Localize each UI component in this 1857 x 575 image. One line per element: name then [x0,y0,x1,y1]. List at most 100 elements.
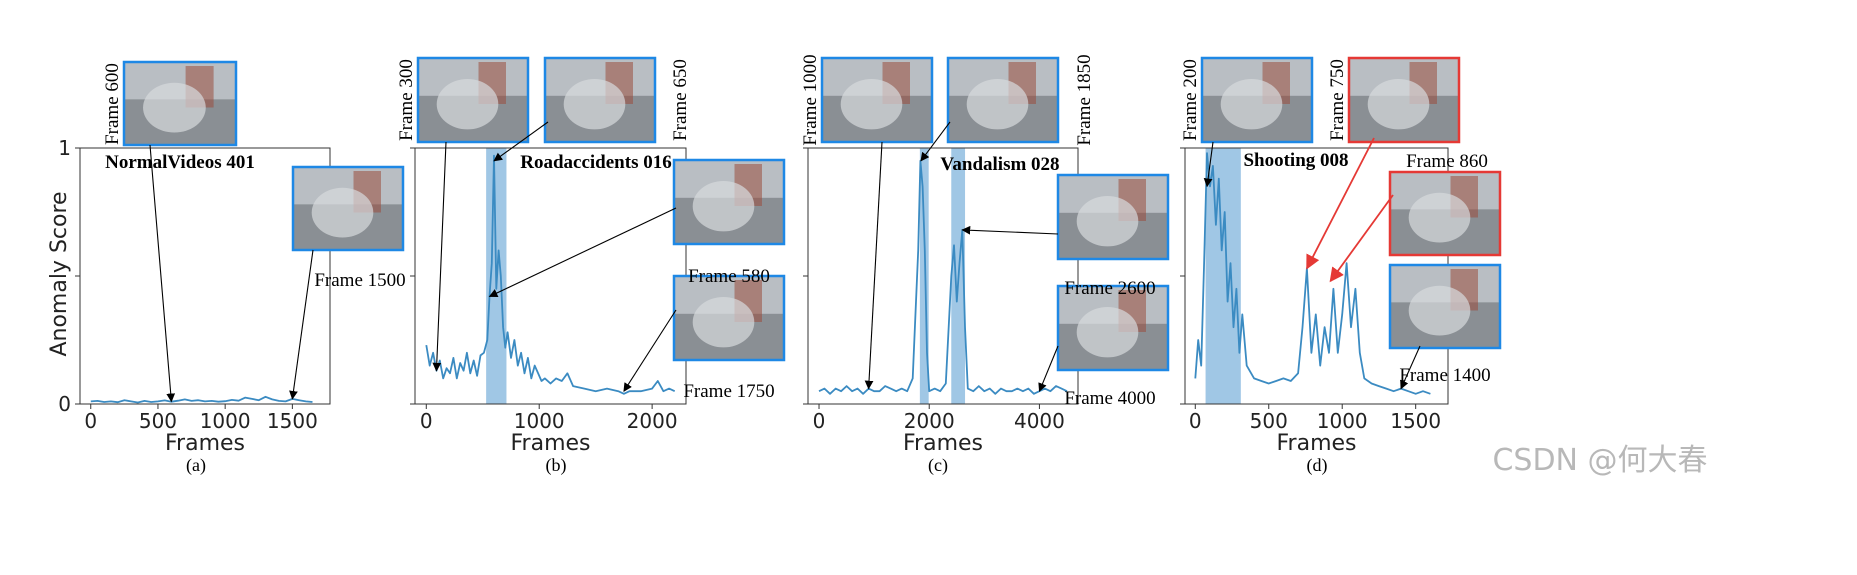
y-axis-label: Anomaly Score [47,191,72,356]
chart-title: Roadaccidents 016 [520,152,671,173]
frame-thumbnail [946,56,1060,144]
frame-thumbnail [1388,263,1502,350]
x-tick-label: 2000 [627,409,678,433]
frame-label: Frame 600 [102,63,123,145]
chart-title: Shooting 008 [1243,150,1348,171]
frame-label: Frame 4000 [1064,388,1155,409]
frame-label: Frame 2600 [1064,278,1155,299]
annotation-arrow [920,121,951,162]
anomaly-band [1205,148,1241,404]
thumbnail-border [1200,56,1314,144]
x-tick-label: 1500 [267,409,318,433]
thumbnails-layer [122,56,1502,372]
annotation-arrow [961,225,1059,235]
annotation-arrow [1038,345,1059,393]
thumbnail-border [543,56,657,144]
x-tick-label: 1000 [1317,409,1368,433]
annotation-arrow [1400,345,1421,390]
thumbnail-highlight [1408,285,1471,336]
x-tick-label: 2000 [904,409,955,433]
thumbnail-border [1388,170,1502,257]
thumbnail-highlight [1076,196,1139,247]
x-axis-label: Frames [1276,431,1356,456]
annotation-arrow [149,144,176,403]
x-tick-label: 1000 [200,409,251,433]
x-axis-label: Frames [165,431,245,456]
frame-thumbnail [1347,56,1461,144]
thumbnail-border [291,165,405,252]
watermark: CSDN @何大春 [1492,443,1707,478]
y-tick-label: 1 [58,136,71,160]
annotation-arrow [432,141,447,372]
chart-title: Vandalism 028 [940,154,1059,175]
score-line [1194,152,1431,395]
thumbnail-highlight [1076,307,1139,358]
frame-label: Frame 1500 [314,270,405,291]
thumbnail-highlight [840,79,903,130]
thumbnail-highlight [966,79,1029,130]
x-tick-label: 4000 [1014,409,1065,433]
thumbnail-highlight [1408,192,1471,243]
frame-thumbnail [122,60,238,147]
thumbnail-highlight [143,82,206,133]
annotation-arrow [864,141,883,390]
thumbnail-highlight [311,187,374,238]
frame-thumbnail [543,56,657,144]
thumbnail-border [1056,284,1170,372]
thumbnail-border [1056,173,1170,261]
arrows-layer [149,121,1421,403]
frame-thumbnail [291,165,405,252]
frame-label: Frame 1400 [1399,365,1490,386]
lines-layer [90,152,1431,404]
panel-caption: (b) [546,455,567,476]
score-line [90,395,313,404]
x-tick-label: 500 [1250,409,1288,433]
frame-label: Frame 860 [1406,151,1488,172]
annotation-arrow [1329,194,1394,283]
x-tick-label: 0 [1189,409,1202,433]
frame-thumbnail [1056,173,1170,261]
frame-thumbnail [1388,170,1502,257]
x-tick-label: 500 [139,409,177,433]
thumbnail-highlight [1367,79,1430,130]
x-axis-label: Frames [903,431,983,456]
annotation-arrow [493,121,549,162]
thumbnail-border [1347,56,1461,144]
thumbnail-highlight [436,79,499,130]
thumbnail-highlight [1220,79,1283,130]
annotation-arrow [623,309,677,392]
frame-thumbnail [672,158,786,246]
thumbnail-border [820,56,934,144]
frame-label: Frame 300 [396,59,417,141]
thumbnail-border [1388,263,1502,350]
frame-thumbnail [672,274,786,362]
chart-title: NormalVideos 401 [105,152,255,173]
panel-caption: (a) [186,455,206,476]
annotation-arrow [1203,141,1214,188]
thumbnail-border [672,274,786,362]
frame-thumbnail [416,56,530,144]
x-axis-label: Frames [510,431,590,456]
frame-label: Frame 750 [1327,59,1348,141]
y-tick-label: 0 [58,392,71,416]
panel-caption: (c) [928,455,948,476]
anomaly-band [919,148,929,404]
thumbnail-border [416,56,530,144]
thumbnail-border [122,60,238,147]
annotation-arrow [289,249,314,400]
thumbnail-border [672,158,786,246]
frame-label: Frame 580 [688,266,770,287]
frame-label: Frame 1850 [1074,54,1095,145]
x-tick-label: 0 [420,409,433,433]
frame-thumbnail [820,56,934,144]
thumbnail-border [946,56,1060,144]
frame-thumbnail [1200,56,1314,144]
frame-label: Frame 200 [1180,59,1201,141]
frame-label: Frame 1750 [683,381,774,402]
thumbnail-highlight [563,79,626,130]
plot-frame [414,147,687,405]
frame-label: Frame 1000 [800,54,821,145]
thumbnail-highlight [692,181,755,232]
x-tick-label: 0 [84,409,97,433]
